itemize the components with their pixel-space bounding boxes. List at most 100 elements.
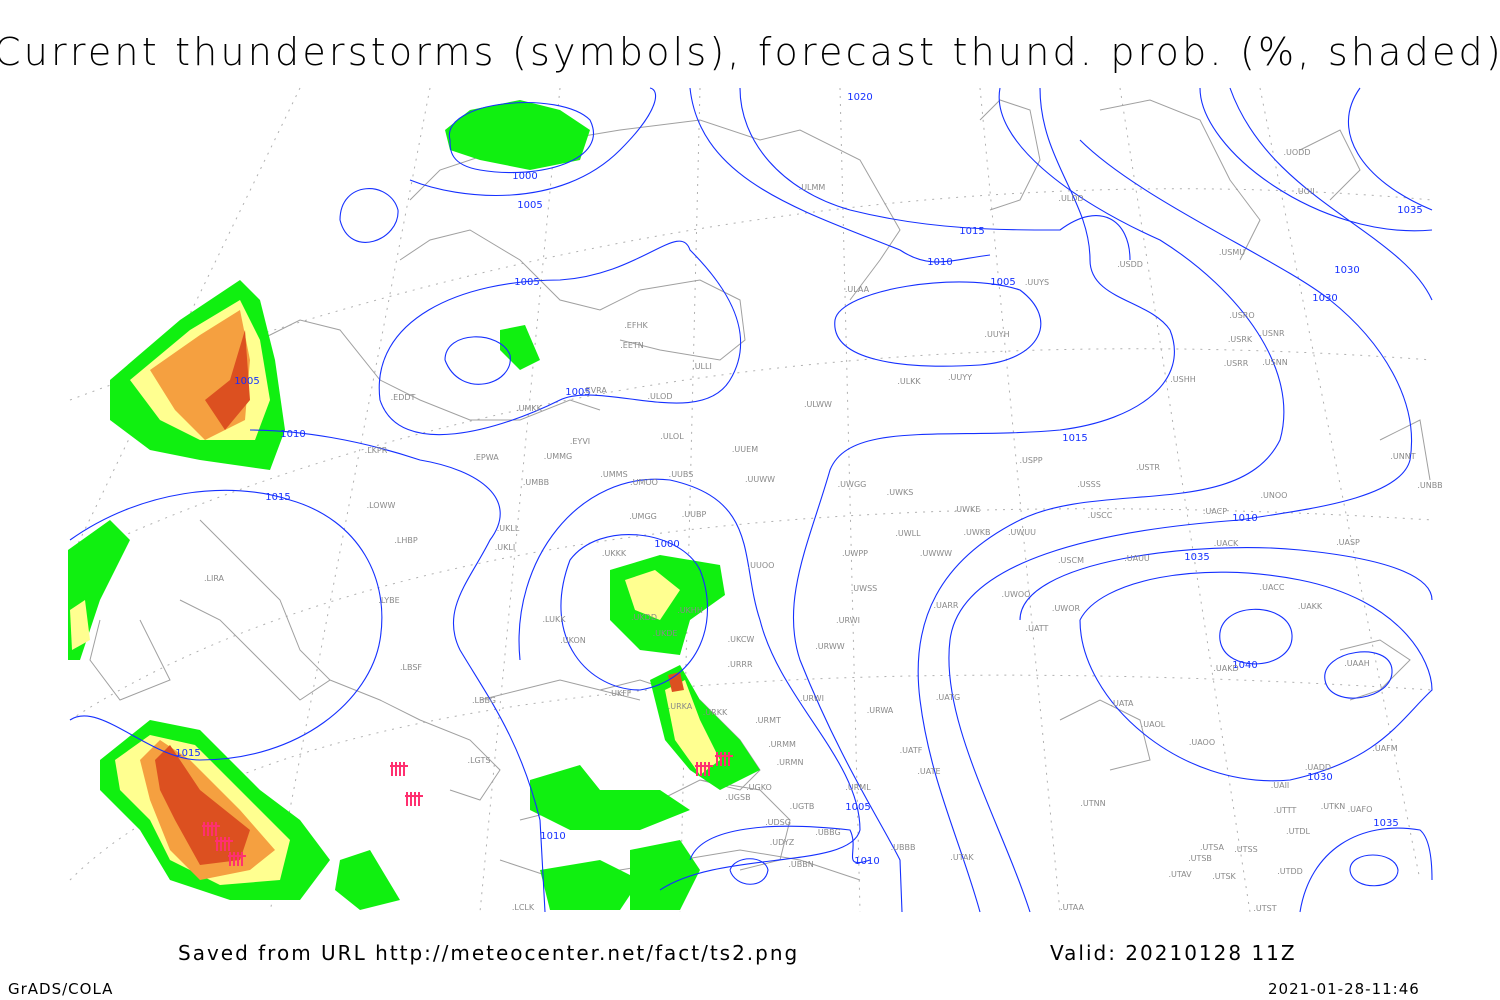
station-label: .EFHK <box>624 321 648 330</box>
isobar-line <box>1299 827 1433 913</box>
isobar-label: 1030 <box>1312 293 1337 304</box>
station-label: .UUBS <box>669 470 694 479</box>
station-label: .UGSB <box>725 793 750 802</box>
probability-area <box>530 765 690 830</box>
thunderstorm-stroke <box>402 762 408 776</box>
isobar-line <box>948 139 1412 913</box>
station-label: .URKK <box>703 708 728 717</box>
isobar-line <box>1019 546 1433 621</box>
probability-area <box>205 330 250 430</box>
station-label: .ULAA <box>845 285 870 294</box>
isobar-label: 1005 <box>565 387 590 398</box>
station-label: .UADD <box>1305 763 1331 772</box>
isobar-line <box>69 489 383 761</box>
station-label: .URMT <box>755 716 781 725</box>
station-label: .UMBB <box>523 478 549 487</box>
station-label: .URWW <box>815 642 845 651</box>
thunderstorm-symbol <box>215 837 233 851</box>
station-label: .UBBG <box>815 828 840 837</box>
software-credit: GrADS/COLA <box>8 980 114 998</box>
lat-lon-grid <box>69 87 1433 913</box>
station-label: .UGTB <box>790 802 815 811</box>
station-label: .URMN <box>777 758 804 767</box>
isobar-label: 1010 <box>1232 513 1257 524</box>
station-label: .UKLI <box>495 543 515 552</box>
isobar-line <box>339 188 399 243</box>
station-label: .UUBP <box>682 510 707 519</box>
isobar-label: 1005 <box>517 200 542 211</box>
station-label: .URKA <box>668 702 693 711</box>
station-label: .UWOR <box>1052 604 1081 613</box>
isobar-label: 1015 <box>959 226 984 237</box>
isobar-line <box>689 87 991 263</box>
station-label: .UUEM <box>732 445 758 454</box>
thunderstorm-symbol <box>715 752 733 766</box>
station-label: .UOII <box>1295 187 1314 196</box>
station-label: .UODD <box>1283 148 1310 157</box>
meridian-line <box>1259 87 1421 881</box>
station-labels: .UODD .UOII .ULDD .USDD .USMU .ULMM .ULAA .UUYS… <box>204 148 1443 913</box>
station-label: .USHH <box>1170 375 1196 384</box>
coastline <box>399 229 746 361</box>
meridian-line <box>1119 87 1251 913</box>
station-label: .UAUU <box>1124 554 1150 563</box>
isobar-line <box>689 825 871 864</box>
isobar-label: 1035 <box>1397 205 1422 216</box>
station-label: .USTR <box>1136 463 1160 472</box>
station-label: .UAOL <box>1141 720 1166 729</box>
station-label: .UBBN <box>788 860 813 869</box>
isobar-line <box>449 102 594 174</box>
station-label: .UATE <box>917 767 940 776</box>
station-label: .USCM <box>1058 556 1084 565</box>
station-label: .ULKK <box>897 377 921 386</box>
station-label: .USRO <box>1229 311 1254 320</box>
probability-area <box>445 100 590 170</box>
probability-area <box>70 600 90 650</box>
station-label: .UTKN <box>1321 802 1346 811</box>
station-label: .UUYH <box>984 330 1009 339</box>
station-label: .UTSA <box>1200 843 1225 852</box>
station-label: .UMMG <box>544 452 572 461</box>
station-label: .ULOD <box>647 392 672 401</box>
thunderstorm-stroke <box>227 837 233 851</box>
station-label: .USRK <box>1228 335 1253 344</box>
station-label: .UAKD <box>1213 664 1238 673</box>
station-label: .UKDD <box>631 613 657 622</box>
parallel-line <box>69 188 1433 401</box>
probability-area <box>500 325 540 370</box>
isobar-label: 1035 <box>1184 552 1209 563</box>
station-label: .UTAA <box>1060 903 1084 912</box>
station-label: .UAKK <box>1298 602 1323 611</box>
station-label: .UUYY <box>948 373 972 382</box>
station-label: .UWOO <box>1002 590 1031 599</box>
station-label: .UNBB <box>1417 481 1442 490</box>
thunderstorm-stroke <box>240 852 246 866</box>
isobar-line <box>518 478 861 891</box>
station-label: .USPP <box>1019 456 1042 465</box>
station-label: .ULMM <box>799 183 826 192</box>
station-label: .UAFM <box>1372 744 1397 753</box>
thunderstorm-stroke <box>707 762 713 776</box>
probability-area <box>630 840 700 910</box>
station-label: .UATF <box>900 746 923 755</box>
coastline <box>89 619 171 701</box>
isobar-line <box>1229 87 1433 301</box>
station-label: .UBBB <box>891 843 916 852</box>
station-label: .UKHH <box>677 606 703 615</box>
thunderstorm-symbol <box>202 822 220 836</box>
station-label: .LCLK <box>512 903 535 912</box>
station-label: .URWI <box>800 694 824 703</box>
isobar-label: 1005 <box>234 376 259 387</box>
station-label: .USMU <box>1219 248 1245 257</box>
station-label: .UACK <box>1214 539 1239 548</box>
isobar-line <box>834 281 1042 367</box>
thunderstorm-symbol <box>390 762 408 776</box>
station-label: .UTSB <box>1188 854 1212 863</box>
probability-area <box>665 680 720 775</box>
station-label: .UMGG <box>629 512 657 521</box>
source-url: Saved from URL http://meteocenter.net/fa… <box>178 941 800 965</box>
station-label: .LHBP <box>394 536 418 545</box>
station-label: .UWKB <box>963 528 990 537</box>
isobar-label: 1010 <box>854 856 879 867</box>
station-label: .URWA <box>867 706 894 715</box>
